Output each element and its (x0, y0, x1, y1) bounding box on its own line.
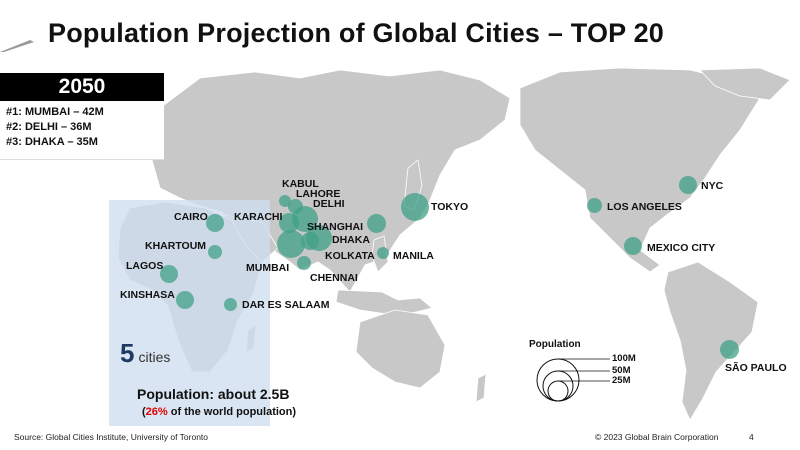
source-note: Source: Global Cities Institute, Univers… (14, 432, 209, 442)
city-bubble-dar-es-salaam (224, 298, 237, 311)
legend-title: Population (529, 339, 581, 350)
city-bubble-mexico-city (624, 237, 642, 255)
year-heading: 2050 (0, 73, 164, 101)
se-asia-islands (335, 289, 433, 317)
legend-label-100m: 100M (612, 353, 636, 364)
rank-2: #2: DELHI – 36M (6, 121, 92, 133)
city-label-mexico-city: MEXICO CITY (647, 242, 716, 254)
year-2050-box: 2050 #1: MUMBAI – 42M #2: DELHI – 36M #3… (0, 73, 164, 160)
city-bubble-manila (377, 247, 389, 259)
city-bubble-kinshasa (176, 291, 194, 309)
city-label-kolkata: KOLKATA (325, 250, 375, 262)
rank-3: #3: DHAKA – 35M (6, 136, 98, 148)
city-label-lahore: LAHORE (296, 188, 341, 200)
africa-share-percent: 26% (145, 406, 168, 418)
city-label-mumbai: MUMBAI (246, 262, 290, 274)
city-bubble-kolkata (301, 232, 319, 250)
city-bubble-cairo (206, 214, 224, 232)
legend-circle-50m (542, 370, 574, 402)
page-number: 4 (749, 432, 754, 442)
legend-label-50m: 50M (612, 365, 631, 376)
city-label-sao-paulo: SÃO PAULO (725, 362, 787, 374)
city-label-khartoum: KHARTOUM (145, 240, 207, 252)
legend-circle-25m (547, 380, 569, 402)
city-label-shanghai: SHANGHAI (307, 221, 364, 233)
africa-population: Population: about 2.5B (137, 386, 290, 402)
page-title: Population Projection of Global Cities –… (48, 18, 665, 48)
city-label-lagos: LAGOS (126, 260, 164, 272)
title-accent-bar (0, 40, 34, 52)
legend-circle-100m (536, 358, 580, 402)
city-label-dar-es-salaam: DAR ES SALAAM (242, 299, 330, 311)
africa-city-count: 5 cities (120, 338, 170, 369)
new-zealand-landmass (475, 373, 487, 403)
africa-population-share: (26% of the world population) (142, 406, 297, 418)
africa-city-count-unit: cities (138, 349, 171, 365)
city-bubble-los-angeles (587, 198, 602, 213)
south-america-landmass (663, 261, 759, 421)
city-bubble-sao-paulo (720, 340, 739, 359)
city-label-karachi: KARACHI (234, 211, 283, 223)
city-bubble-nyc (679, 176, 697, 194)
copyright: © 2023 Global Brain Corporation (595, 432, 719, 442)
population-legend-circles (536, 358, 610, 402)
city-label-kinshasa: KINSHASA (120, 289, 175, 301)
city-label-cairo: CAIRO (174, 211, 208, 223)
city-label-los-angeles: LOS ANGELES (607, 201, 682, 213)
city-bubble-karachi (279, 213, 299, 233)
city-bubble-tokyo (401, 193, 429, 221)
city-bubble-shanghai (367, 214, 386, 233)
greenland-landmass (699, 67, 791, 101)
africa-highlight-panel (109, 200, 270, 426)
city-label-kabul: KABUL (282, 178, 319, 190)
city-bubble-khartoum (208, 245, 222, 259)
city-label-tokyo: TOKYO (431, 201, 469, 213)
africa-share-text: of the world population (170, 406, 293, 418)
city-bubble-lagos (160, 265, 178, 283)
city-bubble-chennai (297, 256, 311, 270)
rank-1: #1: MUMBAI – 42M (6, 106, 104, 118)
city-label-delhi: DELHI (313, 198, 345, 210)
city-bubble-mumbai (277, 230, 305, 258)
city-label-manila: MANILA (393, 250, 434, 262)
city-label-nyc: NYC (701, 180, 724, 192)
australia-landmass (355, 309, 446, 389)
legend-label-25m: 25M (612, 375, 631, 386)
africa-city-count-number: 5 (120, 338, 135, 368)
city-label-chennai: CHENNAI (310, 272, 358, 284)
city-label-dhaka: DHAKA (332, 234, 370, 246)
